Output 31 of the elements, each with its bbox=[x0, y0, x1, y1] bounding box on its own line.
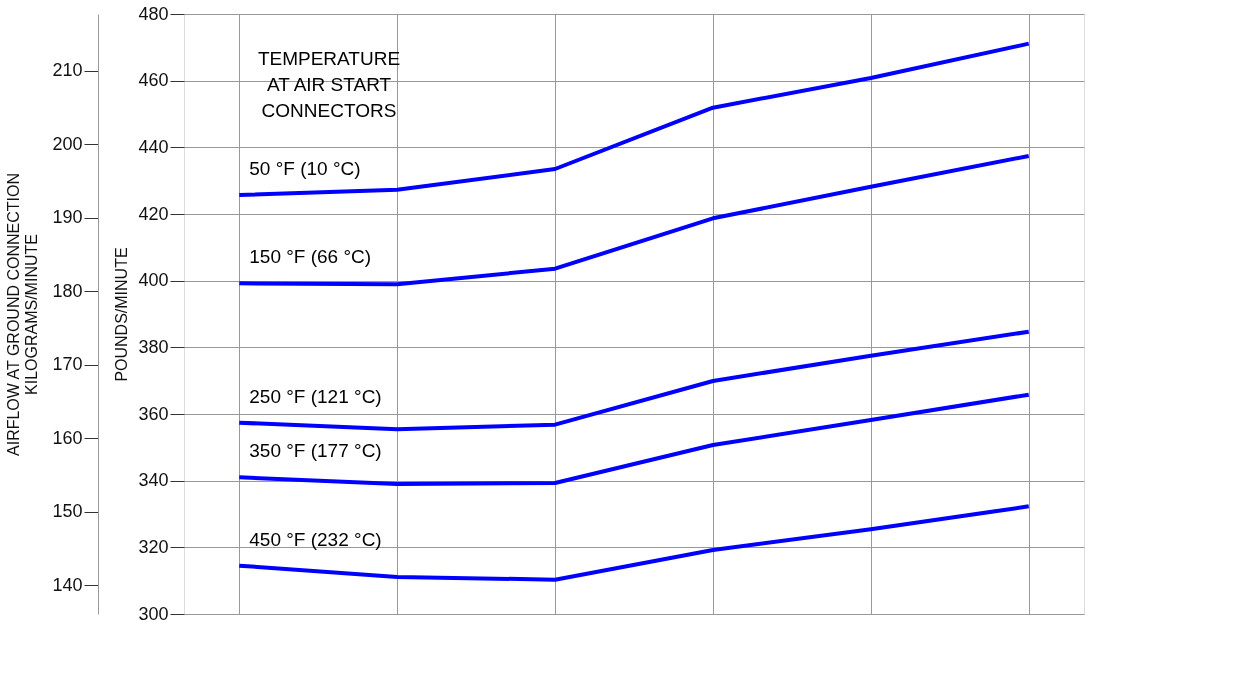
y-tick-label: 420 bbox=[138, 203, 169, 224]
y-tick-label: 380 bbox=[138, 336, 169, 357]
y-tick-label: 460 bbox=[138, 70, 169, 91]
series-label: 50 °F (10 °C) bbox=[249, 158, 361, 179]
y-tick-label: 440 bbox=[138, 136, 169, 157]
series-label: 250 °F (121 °C) bbox=[249, 385, 382, 407]
y2-tick-label: 200 bbox=[52, 133, 83, 154]
y-tick-label: 320 bbox=[138, 536, 169, 557]
line-series bbox=[237, 329, 1031, 432]
series-label: 150 °F (66 °C) bbox=[249, 246, 372, 268]
series-label: 350 °F (177 °C) bbox=[249, 440, 382, 462]
y2-tick-label: 210 bbox=[52, 60, 83, 81]
y2-tick-label: 160 bbox=[52, 427, 83, 448]
line-series bbox=[237, 154, 1031, 287]
y2-tick-label: 170 bbox=[52, 354, 83, 375]
y-tick-label: 480 bbox=[138, 3, 169, 24]
line-series bbox=[237, 41, 1031, 197]
y2-axis-title: AIRFLOW AT GROUND CONNECTION KILOGRAMS/MINUTE bbox=[5, 173, 41, 456]
y2-tick-label: 150 bbox=[52, 501, 83, 522]
y-tick-label: 300 bbox=[138, 603, 169, 624]
line-series bbox=[237, 392, 1031, 486]
y-tick-label: 340 bbox=[138, 470, 169, 491]
y-axis-title: POUNDS/MINUTE bbox=[113, 247, 131, 382]
annotation: TEMPERATURE AT AIR START CONNECTORS bbox=[257, 48, 401, 121]
line-series bbox=[237, 504, 1031, 582]
y-tick-label: 360 bbox=[138, 403, 169, 424]
y2-tick-label: 180 bbox=[52, 280, 83, 301]
y2-tick-label: 190 bbox=[52, 207, 83, 228]
y2-tick-label: 140 bbox=[52, 574, 83, 595]
y-tick-label: 400 bbox=[138, 270, 169, 291]
series-label: 450 °F (232 °C) bbox=[249, 528, 382, 550]
